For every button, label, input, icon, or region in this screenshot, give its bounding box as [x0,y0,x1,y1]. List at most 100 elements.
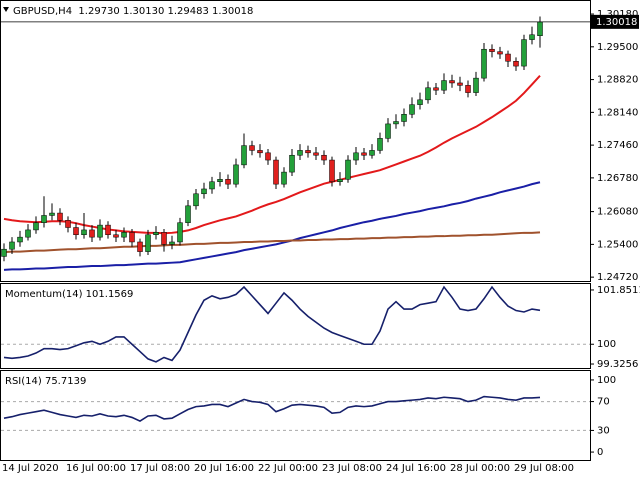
candle-body [449,80,455,84]
x-tick-label: 14 Jul 2020 [2,463,59,474]
y-tick-label: 30 [597,425,610,436]
candle-body [473,77,479,93]
x-tick-label: 20 Jul 16:00 [194,463,254,474]
candle-body [65,220,71,228]
panel-title: Momentum(14) 101.1569 [5,289,133,300]
x-tick-label: 16 Jul 00:00 [66,463,126,474]
candle-body [369,150,375,156]
candle-body [97,224,103,238]
candle-body [193,193,199,207]
candle-body [385,123,391,139]
candle-body [201,188,207,195]
candle-body [425,87,431,101]
y-tick-label: 1.28140 [597,107,638,118]
current-price-label: 1.30018 [596,17,637,28]
candle-body [433,87,439,91]
candle-body [441,80,447,91]
candle-body [225,179,231,185]
candle-body [57,212,63,221]
y-tick-label: 0 [597,447,603,458]
candle-body [257,150,263,154]
candle-body [49,212,55,216]
candle-body [481,48,487,79]
candle-body [161,232,167,245]
y-tick-label: 1.27460 [597,140,638,151]
y-tick-label: 70 [597,397,610,408]
y-tick-label: 101.8511 [597,285,640,296]
candle-body [361,152,367,156]
candle-body [329,159,335,182]
current-price-box [591,14,639,29]
candle-body [505,53,511,62]
candle-body [305,150,311,154]
candle-body [25,229,31,238]
moving-average [3,75,541,235]
x-tick-label: 17 Jul 08:00 [130,463,190,474]
candle-body [337,179,343,182]
candle-body [129,232,135,243]
candle-body [241,145,247,166]
candle-body [321,154,327,161]
y-tick-label: 100 [597,375,616,386]
candle-body [521,39,527,67]
candle-body [513,61,519,67]
candle-body [209,181,215,190]
candle-body [297,150,303,156]
candle-body [81,229,87,235]
candle-body [345,159,351,180]
indicator-line [3,395,541,422]
moving-average [3,181,541,271]
candle-body [313,152,319,156]
indicator-line [3,285,541,363]
x-tick-label: 29 Jul 08:00 [514,463,574,474]
panel-title: GBPUSD,H4 1.29730 1.30130 1.29483 1.3001… [13,6,253,17]
candle-body [145,234,151,252]
candle-body [113,234,119,238]
candle-body [177,222,183,243]
candle-body [73,227,79,235]
candle-body [393,121,399,125]
y-tick-label: 1.26780 [597,173,638,184]
panel-border [0,0,591,282]
x-tick-label: 24 Jul 16:00 [386,463,446,474]
candle-body [353,152,359,161]
candle-body [489,48,495,52]
candle-body [457,82,463,86]
candle-body [265,152,271,161]
y-tick-label: 1.30180 [597,9,638,20]
panel-border [0,283,591,369]
candle-body [169,241,175,245]
candle-body [497,51,503,55]
candle-body [1,248,7,257]
panel-title: RSI(14) 75.7139 [5,376,86,387]
y-tick-label: 1.26080 [597,207,638,218]
candle-body [121,232,127,238]
y-tick-label: 1.29500 [597,42,638,53]
candle-body [273,159,279,185]
candle-body [217,179,223,182]
candle-body [529,34,535,40]
x-tick-label: 23 Jul 08:00 [322,463,382,474]
panel-border [0,370,591,461]
candle-body [249,145,255,151]
y-tick-label: 1.25400 [597,239,638,250]
candle-body [465,85,471,93]
candle-body [417,99,423,105]
candle-body [409,104,415,115]
candle-body [185,205,191,223]
y-tick-label: 1.28820 [597,75,638,86]
candle-body [401,114,407,122]
y-tick-label: 99.3256 [597,359,638,370]
candle-body [105,224,111,235]
x-tick-label: 22 Jul 00:00 [258,463,318,474]
candle-body [137,241,143,252]
y-tick-label: 1.24720 [597,272,638,283]
candle-body [281,171,287,185]
candle-body [33,222,39,231]
candle-body [89,229,95,238]
collapse-triangle [3,7,9,12]
candle-body [153,232,159,235]
x-tick-label: 28 Jul 00:00 [450,463,510,474]
